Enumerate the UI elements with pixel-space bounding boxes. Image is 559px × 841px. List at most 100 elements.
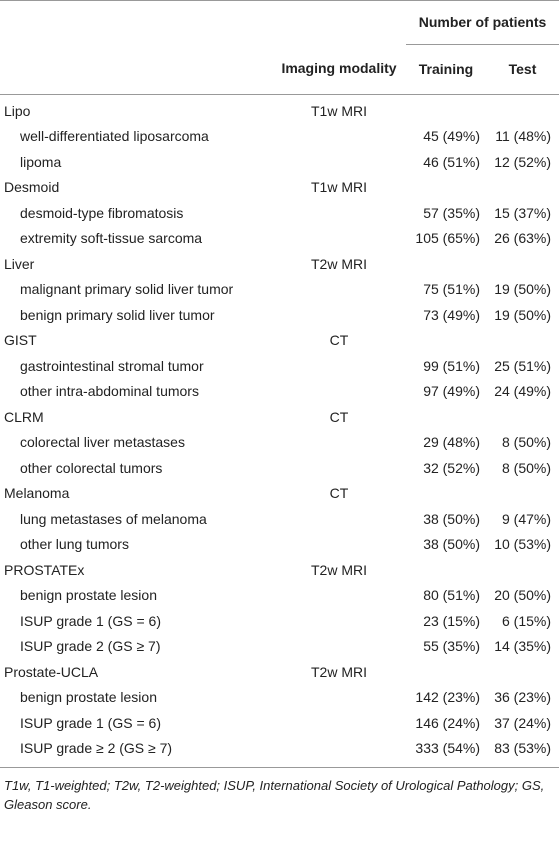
empty-cell	[406, 481, 486, 507]
empty-cell	[272, 354, 406, 380]
row-label: extremity soft-tissue sarcoma	[20, 230, 203, 246]
modality: CT	[329, 332, 349, 348]
table-row: ISUP grade 2 (GS ≥ 7) 55 (35%) 14 (35%)	[0, 634, 559, 660]
table-row: malignant primary solid liver tumor 75 (5…	[0, 277, 559, 303]
training-count: 105 (65%)	[415, 230, 480, 246]
row-label: ISUP grade 2 (GS ≥ 7)	[20, 638, 161, 654]
table-body: Lipo T1w MRI well-differentiated liposarco…	[0, 94, 559, 767]
training-count: 29 (48%)	[423, 434, 480, 450]
empty-cell	[406, 328, 486, 354]
table-row: desmoid-type fibromatosis 57 (35%) 15 (37%…	[0, 201, 559, 227]
empty-cell	[272, 124, 406, 150]
test-count: 19 (50%)	[494, 281, 552, 297]
empty-cell	[406, 558, 486, 584]
empty-cell	[486, 175, 559, 201]
row-label: ISUP grade ≥ 2 (GS ≥ 7)	[20, 740, 173, 756]
row-label: well-differentiated liposarcoma	[20, 128, 209, 144]
table: Number of patients Imaging modality Trai…	[0, 0, 559, 768]
table-row: Desmoid T1w MRI	[0, 175, 559, 201]
table-row: other lung tumors 38 (50%) 10 (53%)	[0, 532, 559, 558]
group-name: Prostate-UCLA	[4, 663, 99, 680]
header-training: Training	[418, 60, 474, 77]
table-row: lipoma 46 (51%) 12 (52%)	[0, 150, 559, 176]
training-count: 45 (49%)	[423, 128, 480, 144]
test-count: 12 (52%)	[494, 153, 552, 170]
table-row: CLRM CT	[0, 405, 559, 431]
empty-cell	[272, 456, 406, 482]
empty-cell	[486, 660, 559, 686]
modality: T2w MRI	[311, 255, 367, 272]
row-label: ISUP grade 1 (GS = 6)	[20, 612, 161, 629]
training-count: 146 (24%)	[415, 714, 480, 731]
training-count: 73 (49%)	[423, 306, 480, 323]
empty-cell	[272, 609, 406, 635]
row-label: other lung tumors	[20, 536, 129, 552]
group-name: Lipo	[4, 102, 31, 119]
training-count: 38 (50%)	[423, 536, 480, 552]
empty-cell	[272, 150, 406, 176]
empty-cell	[406, 175, 486, 201]
empty-cell	[272, 303, 406, 329]
training-count: 38 (50%)	[423, 510, 480, 527]
modality: T1w MRI	[311, 179, 367, 195]
table-row: ISUP grade ≥ 2 (GS ≥ 7) 333 (54%) 83 (53%)	[0, 736, 559, 762]
empty-cell	[406, 252, 486, 278]
empty-cell	[272, 685, 406, 711]
test-count: 8 (50%)	[501, 459, 552, 476]
test-count: 36 (23%)	[494, 689, 552, 705]
training-count: 75 (51%)	[423, 281, 480, 297]
empty-cell	[486, 328, 559, 354]
empty-cell	[272, 201, 406, 227]
test-count: 25 (51%)	[494, 357, 552, 374]
table-row: ISUP grade 1 (GS = 6) 146 (24%) 37 (24%)	[0, 711, 559, 737]
empty-cell	[486, 558, 559, 584]
training-count: 97 (49%)	[423, 383, 480, 399]
row-label: benign prostate lesion	[20, 587, 157, 603]
table-row: other colorectal tumors 32 (52%) 8 (50%)	[0, 456, 559, 482]
modality: T2w MRI	[311, 561, 367, 578]
empty-cell	[272, 532, 406, 558]
header-number-of-patients: Number of patients	[406, 0, 559, 45]
row-label: ISUP grade 1 (GS = 6)	[20, 714, 161, 731]
empty-cell	[272, 430, 406, 456]
group-name: GIST	[4, 332, 37, 348]
test-count: 19 (50%)	[494, 306, 552, 323]
row-label: benign prostate lesion	[20, 689, 157, 705]
test-count: 8 (50%)	[501, 434, 552, 450]
test-count: 20 (50%)	[494, 587, 552, 603]
table-row: colorectal liver metastases 29 (48%) 8 (50…	[0, 430, 559, 456]
test-count: 11 (48%)	[495, 128, 552, 144]
training-count: 99 (51%)	[423, 357, 480, 374]
empty-cell	[486, 481, 559, 507]
test-count: 6 (15%)	[501, 612, 552, 629]
empty-cell	[406, 405, 486, 431]
row-label: colorectal liver metastases	[20, 434, 185, 450]
test-count: 24 (49%)	[494, 383, 552, 399]
empty-cell	[272, 711, 406, 737]
empty-cell	[486, 99, 559, 125]
training-count: 32 (52%)	[423, 459, 480, 476]
empty-cell	[272, 226, 406, 252]
table-row: benign primary solid liver tumor 73 (49%)…	[0, 303, 559, 329]
empty-cell	[486, 405, 559, 431]
training-count: 57 (35%)	[423, 204, 480, 221]
test-count: 26 (63%)	[494, 230, 552, 246]
empty-cell	[272, 507, 406, 533]
table-row: other intra-abdominal tumors 97 (49%) 24 (…	[0, 379, 559, 405]
table-row: Melanoma CT	[0, 481, 559, 507]
table-row: Prostate-UCLA T2w MRI	[0, 660, 559, 686]
empty-cell	[272, 634, 406, 660]
footnote: T1w, T1-weighted; T2w, T2-weighted; ISUP…	[4, 777, 545, 812]
group-name: CLRM	[4, 408, 44, 425]
group-name: Desmoid	[4, 179, 60, 195]
training-count: 23 (15%)	[423, 612, 480, 629]
table-row: extremity soft-tissue sarcoma 105 (65%) 26…	[0, 226, 559, 252]
row-label: desmoid-type fibromatosis	[20, 204, 184, 221]
header-modality: Imaging modality	[281, 60, 397, 77]
table-row: PROSTATEx T2w MRI	[0, 558, 559, 584]
empty-cell	[272, 277, 406, 303]
test-count: 14 (35%)	[494, 638, 552, 654]
training-count: 80 (51%)	[423, 587, 480, 603]
row-label: benign primary solid liver tumor	[20, 306, 215, 323]
